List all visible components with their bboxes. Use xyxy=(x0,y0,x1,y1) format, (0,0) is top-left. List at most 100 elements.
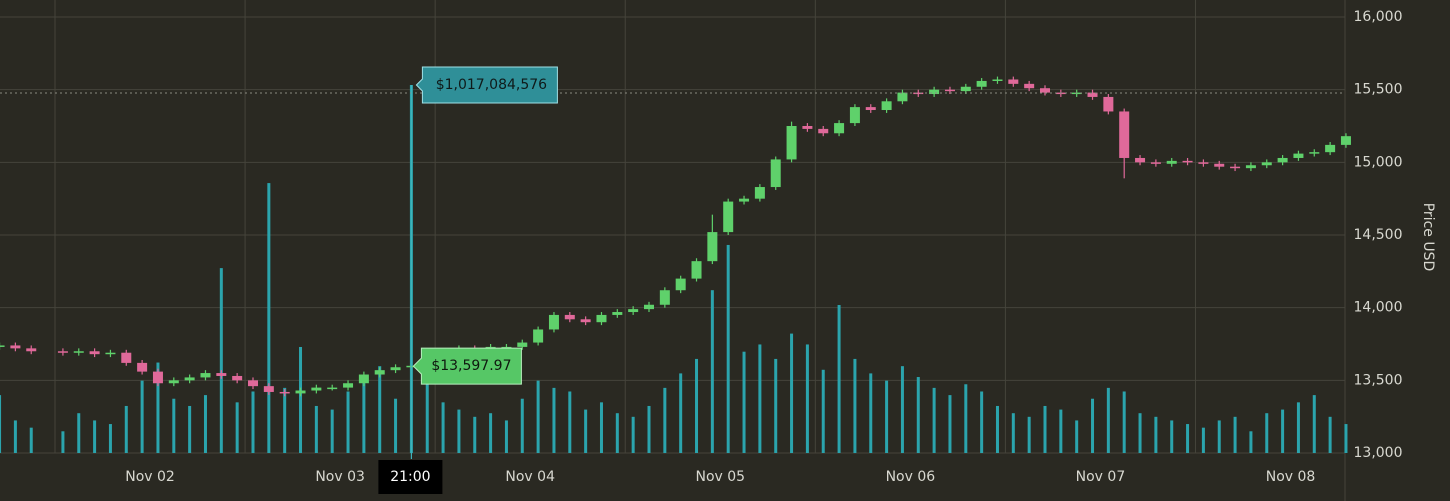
volume-bar xyxy=(314,405,318,453)
x-tick-label: Nov 03 xyxy=(315,469,365,485)
volume-bar xyxy=(1154,416,1158,453)
candle-body xyxy=(770,159,781,188)
candle-body xyxy=(580,319,591,323)
volume-bar xyxy=(441,402,445,453)
volume-bar xyxy=(584,409,588,453)
y-tick-label: 14,000 xyxy=(1354,300,1403,316)
volume-bar xyxy=(568,391,572,453)
volume-bar xyxy=(267,183,271,453)
candle-body xyxy=(644,304,654,310)
candle-body xyxy=(612,312,623,315)
candle-body xyxy=(57,351,68,353)
candle-body xyxy=(374,370,385,375)
volume-bar xyxy=(885,380,889,453)
volume-bar xyxy=(726,244,730,453)
time-tooltip xyxy=(378,460,443,494)
volume-bar xyxy=(1281,409,1285,453)
volume-bar xyxy=(1027,416,1031,453)
volume-bar xyxy=(219,268,223,453)
volume-tooltip xyxy=(415,66,558,104)
candle-body xyxy=(1024,83,1035,89)
y-tick-label: 15,500 xyxy=(1354,82,1403,98)
volume-bar xyxy=(1122,391,1126,453)
candle-body xyxy=(200,373,211,378)
candle-body xyxy=(834,123,845,134)
x-tick-label: Nov 07 xyxy=(1076,469,1126,485)
candle-body xyxy=(89,351,100,355)
volume-bar xyxy=(1233,416,1237,453)
candle-body xyxy=(818,128,829,134)
candle-body xyxy=(1214,163,1225,167)
candle-body xyxy=(533,329,544,343)
volume-bar xyxy=(283,387,287,453)
y-tick-label: 13,000 xyxy=(1354,445,1403,461)
volume-bar xyxy=(1091,398,1095,453)
candle-body xyxy=(152,371,163,384)
candle-body xyxy=(73,351,84,353)
volume-bar xyxy=(188,405,192,453)
volume-bar xyxy=(821,369,825,453)
candle-body xyxy=(929,89,940,95)
candle-body xyxy=(0,345,5,347)
candle-body xyxy=(311,387,322,391)
volume-bar xyxy=(457,409,461,453)
volume-bar xyxy=(1265,413,1269,453)
volume-bar xyxy=(536,380,540,453)
candle-body xyxy=(1166,160,1177,164)
candle-body xyxy=(865,107,876,111)
y-tick-label: 15,000 xyxy=(1354,154,1403,170)
candle-body xyxy=(1277,157,1288,163)
candle-body xyxy=(1040,88,1050,93)
y-tick-label: 16,000 xyxy=(1354,9,1403,25)
volume-bar xyxy=(805,344,809,453)
candle-body xyxy=(1008,79,1019,84)
volume-bar xyxy=(742,351,746,453)
candle-body xyxy=(121,352,132,363)
volume-bar xyxy=(378,366,382,453)
candle-body xyxy=(675,278,686,291)
y-axis-label: Price USD xyxy=(1420,203,1436,272)
x-tick-label: Nov 02 xyxy=(125,469,175,485)
candle-body xyxy=(1103,96,1114,112)
candle-body xyxy=(897,92,908,102)
candle-body xyxy=(992,79,1003,81)
volume-bar xyxy=(1249,431,1253,453)
volume-bar xyxy=(13,420,17,453)
candle-body xyxy=(1261,162,1272,166)
volume-bar xyxy=(346,391,350,453)
volume-bar xyxy=(631,416,635,453)
candle-body xyxy=(263,386,274,392)
volume-bar xyxy=(1312,395,1316,453)
volume-bar xyxy=(964,384,968,453)
candle-body xyxy=(1198,162,1209,164)
x-tick-label: Nov 05 xyxy=(695,469,745,485)
volume-bar xyxy=(1217,420,1221,453)
candle-body xyxy=(168,380,179,384)
candle-body xyxy=(184,377,195,381)
candle-body xyxy=(279,391,290,394)
candle-body xyxy=(881,101,892,111)
volume-bar xyxy=(394,398,398,453)
candle-body xyxy=(390,367,401,371)
volume-bar xyxy=(1011,413,1015,453)
volume-bar xyxy=(900,366,904,453)
volume-bar xyxy=(251,391,255,453)
volume-bar xyxy=(1043,405,1047,453)
volume-bar xyxy=(695,358,699,453)
volume-bar xyxy=(1106,387,1110,453)
candle-body xyxy=(1245,165,1256,169)
volume-bar xyxy=(0,395,2,453)
volume-bar xyxy=(710,290,714,453)
volume-bar xyxy=(140,380,144,453)
candle-body xyxy=(723,201,734,233)
volume-bar xyxy=(235,402,239,453)
volume-bar xyxy=(172,398,176,453)
volume-bar xyxy=(77,413,81,453)
candle-body xyxy=(739,198,750,202)
volume-bar xyxy=(790,333,794,453)
candle-body xyxy=(1150,162,1161,164)
x-tick-label: Nov 04 xyxy=(505,469,555,485)
time-tooltip-label: 21:00 xyxy=(390,469,430,485)
